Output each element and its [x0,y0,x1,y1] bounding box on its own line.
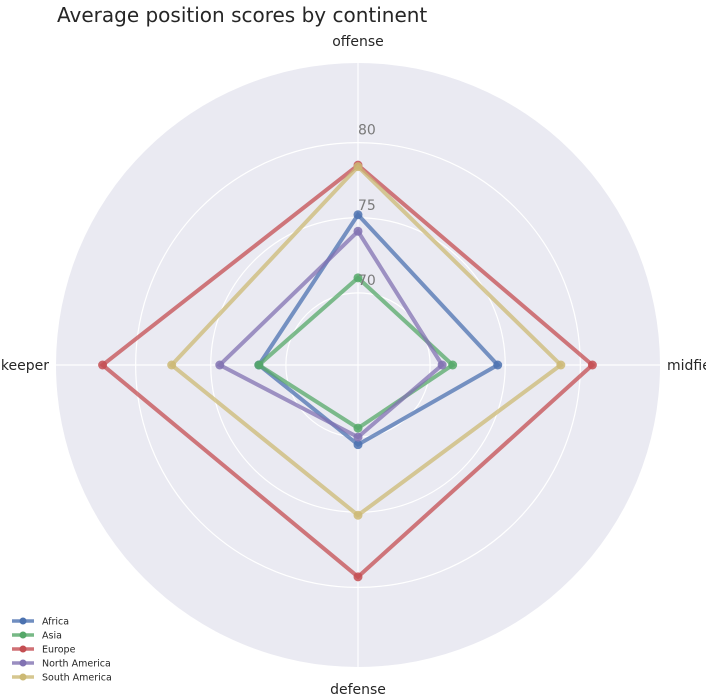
series-group [98,160,597,582]
axis-label-offense: offense [332,34,384,50]
axis-label-midfield: midfield [667,358,706,374]
data-point [353,572,363,582]
legend-label: South America [42,673,112,684]
legend: Africa Asia Europe North America South Ameri… [12,617,112,684]
r-tick-label: 70 [358,273,376,289]
legend-item: South America [12,673,112,684]
data-point [587,360,597,370]
r-tick-label: 80 [358,123,376,139]
data-point [353,210,363,220]
series-south-america [167,162,566,520]
chart-title: Average position scores by continent [57,3,427,27]
data-point [353,440,363,450]
series-north-america [215,226,447,442]
axis-label-goalkeeper: goalkeeper [0,358,49,374]
legend-label: Africa [42,617,69,628]
data-point [353,226,363,236]
data-point [353,162,363,172]
legend-marker [19,659,27,667]
data-point [353,423,363,433]
data-point [437,360,447,370]
axis-labels: offense midfield defense goalkeeper [0,34,706,697]
data-point [493,360,503,370]
data-point [167,360,177,370]
data-point [556,360,566,370]
data-point [215,360,225,370]
legend-marker [19,631,27,639]
data-point [254,360,264,370]
radial-ticks: 70 75 80 [358,123,376,289]
r-tick-label: 75 [358,198,376,214]
data-point [353,432,363,442]
legend-item: Africa [12,617,69,628]
legend-label: Asia [42,631,62,642]
legend-item: Asia [12,631,62,642]
data-point [353,510,363,520]
legend-item: Europe [12,645,76,656]
data-point [448,360,458,370]
data-point [353,273,363,283]
legend-marker [19,617,27,625]
legend-label: North America [42,659,111,670]
data-point [98,360,108,370]
legend-item: North America [12,659,111,670]
series-asia [254,273,458,433]
legend-label: Europe [42,645,76,656]
legend-marker [19,673,27,681]
legend-marker [19,645,27,653]
axis-label-defense: defense [330,682,386,697]
